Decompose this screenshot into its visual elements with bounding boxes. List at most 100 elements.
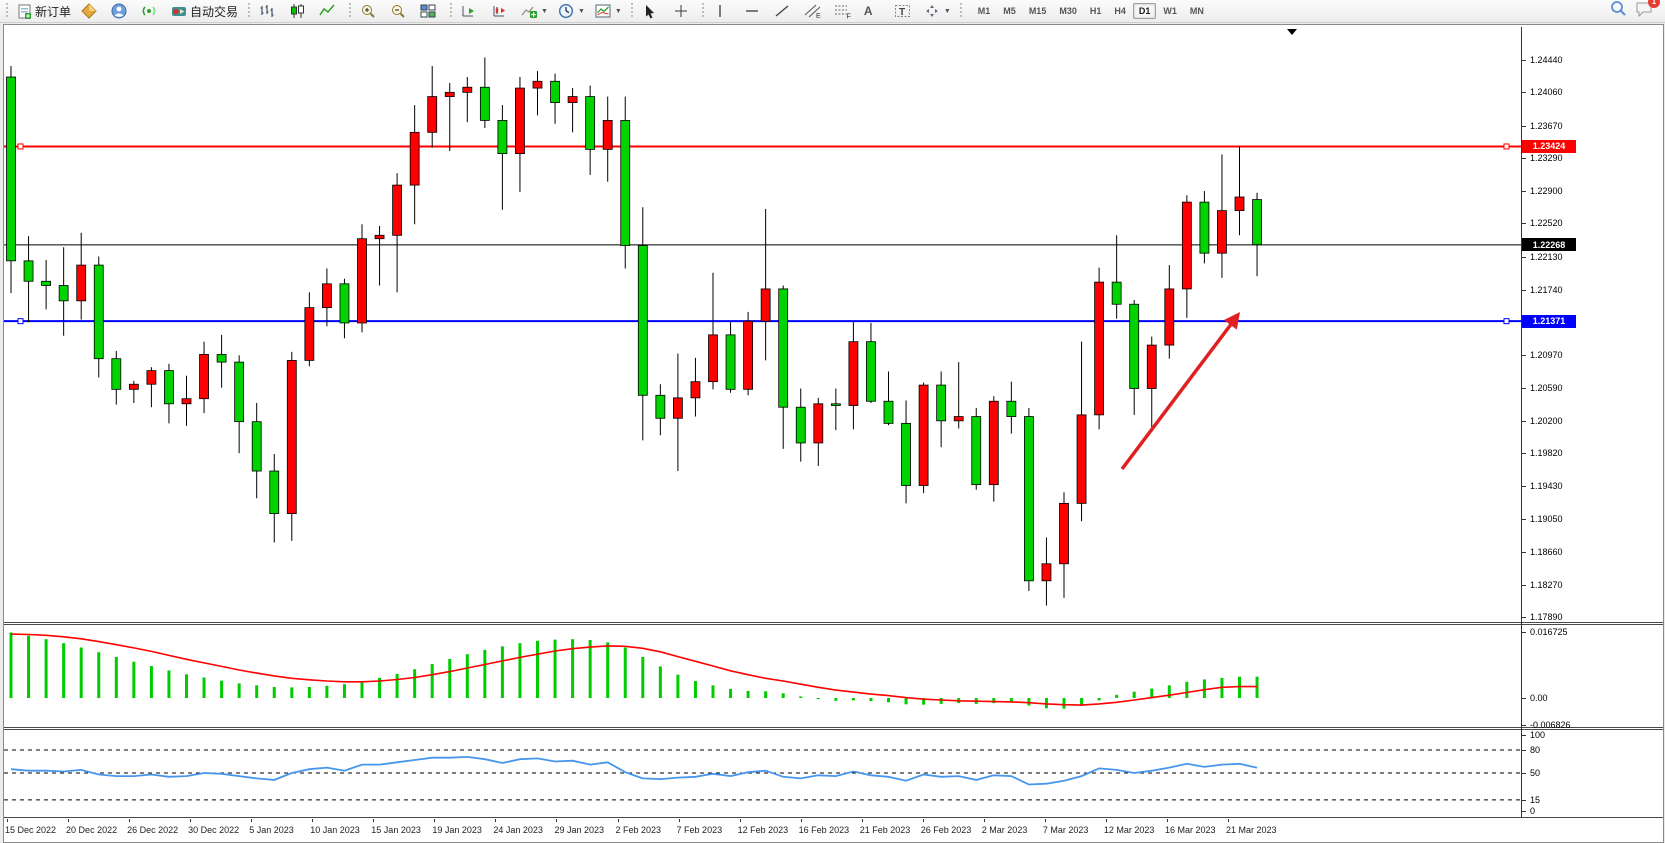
date-label[interactable]: 21 Feb 2023 xyxy=(859,825,911,835)
text-tool[interactable]: A xyxy=(863,4,873,18)
timeframe-m30[interactable]: M30 xyxy=(1059,6,1077,16)
cursor-button[interactable] xyxy=(639,0,667,22)
date-label[interactable]: 26 Dec 2022 xyxy=(127,825,179,835)
date-label[interactable]: 15 Jan 2023 xyxy=(371,825,421,835)
timeframe-d1[interactable]: D1 xyxy=(1132,3,1157,19)
date-label[interactable]: 12 Feb 2023 xyxy=(737,825,789,835)
templates-button[interactable]: ▼ xyxy=(591,0,626,22)
date-label[interactable]: 26 Feb 2023 xyxy=(920,825,972,835)
pane-separator[interactable] xyxy=(4,622,1663,623)
date-label[interactable]: 7 Feb 2023 xyxy=(676,825,723,835)
price-tick xyxy=(1521,157,1526,159)
price-chart-canvas[interactable] xyxy=(4,27,1521,622)
chart-window[interactable]: ▼ GBPUSD-,Daily 1.22801 1.22878 1.21898 … xyxy=(3,24,1664,843)
text-label-tool[interactable]: T xyxy=(890,0,918,22)
date-tick xyxy=(190,819,192,822)
rsi-canvas[interactable] xyxy=(4,731,1521,817)
crosshair-button[interactable] xyxy=(669,0,697,22)
date-label[interactable]: 2 Feb 2023 xyxy=(615,825,662,835)
fibonacci-tool[interactable]: F xyxy=(830,0,858,22)
bar-chart-button[interactable] xyxy=(255,0,283,22)
toolbar-grip[interactable] xyxy=(958,3,964,19)
autotrading-button[interactable]: 自动交易 xyxy=(167,0,242,22)
candle xyxy=(1111,281,1122,305)
chart-shift-button[interactable] xyxy=(487,0,515,22)
price-axis[interactable]: 1.24440 1.24060 1.23670 1.23290 1.22900 1.225… xyxy=(1521,25,1663,842)
toolbar-grip[interactable] xyxy=(448,3,454,19)
candle xyxy=(918,384,929,486)
signals-button[interactable] xyxy=(137,0,165,22)
toolbar-grip[interactable] xyxy=(700,3,706,19)
svg-text:T: T xyxy=(899,7,905,18)
line-chart-button[interactable] xyxy=(315,0,343,22)
timeframe-mn[interactable]: MN xyxy=(1189,6,1204,16)
candle xyxy=(971,416,982,486)
date-label[interactable]: 10 Jan 2023 xyxy=(310,825,360,835)
rsi-tick xyxy=(1521,811,1526,813)
market-button[interactable] xyxy=(77,0,105,22)
candle xyxy=(602,120,613,150)
trendline-tool[interactable] xyxy=(770,0,798,22)
candle xyxy=(550,80,560,103)
timeframe-w1[interactable]: W1 xyxy=(1163,6,1177,16)
zoom-out-button[interactable] xyxy=(386,0,414,22)
candle xyxy=(743,320,753,390)
trend-arrow[interactable] xyxy=(1120,321,1234,471)
macd-canvas[interactable] xyxy=(4,625,1521,727)
rsi-line xyxy=(10,755,1258,786)
pane-separator[interactable] xyxy=(4,729,1663,730)
timeframe-h4[interactable]: H4 xyxy=(1114,6,1126,16)
toolbar-grip[interactable] xyxy=(629,3,635,19)
notifications-button[interactable]: 1 xyxy=(1635,0,1660,22)
date-label[interactable]: 2 Mar 2023 xyxy=(981,825,1028,835)
templates-icon xyxy=(595,4,611,18)
periods-button[interactable]: ▼ xyxy=(554,0,589,22)
candle xyxy=(479,86,490,121)
date-label[interactable]: 12 Mar 2023 xyxy=(1103,825,1155,835)
price-tick xyxy=(1521,387,1526,389)
auto-scroll-button[interactable] xyxy=(457,0,485,22)
arrows-tool[interactable]: ▼ xyxy=(920,0,955,22)
date-label[interactable]: 16 Mar 2023 xyxy=(1164,825,1216,835)
time-axis[interactable]: 15 Dec 2022 20 Dec 2022 26 Dec 2022 30 Dec … xyxy=(4,819,1521,841)
indicators-button[interactable]: ▼ xyxy=(517,0,552,22)
date-label[interactable]: 19 Jan 2023 xyxy=(432,825,482,835)
date-label[interactable]: 21 Mar 2023 xyxy=(1226,825,1277,835)
date-label[interactable]: 15 Dec 2022 xyxy=(5,825,57,835)
date-label[interactable]: 7 Mar 2023 xyxy=(1042,825,1089,835)
community-button[interactable] xyxy=(107,0,135,22)
candle xyxy=(164,370,174,405)
candle xyxy=(988,400,999,486)
timeframe-h1[interactable]: H1 xyxy=(1089,6,1102,16)
tile-windows-button[interactable] xyxy=(416,0,444,22)
pane-separator[interactable] xyxy=(4,624,1663,625)
candle xyxy=(883,400,894,424)
vertical-line-tool[interactable] xyxy=(710,0,738,22)
equidistant-channel-tool[interactable]: E xyxy=(800,0,828,22)
new-order-button[interactable]: 新订单 xyxy=(13,0,75,22)
date-label[interactable]: 24 Jan 2023 xyxy=(493,825,543,835)
timeframe-m5[interactable]: M5 xyxy=(1003,6,1016,16)
timeframe-m15[interactable]: M15 xyxy=(1028,6,1047,16)
date-label[interactable]: 29 Jan 2023 xyxy=(554,825,604,835)
pane-separator[interactable] xyxy=(4,727,1663,728)
date-tick xyxy=(922,819,924,822)
date-label[interactable]: 16 Feb 2023 xyxy=(798,825,850,835)
date-label[interactable]: 30 Dec 2022 xyxy=(188,825,240,835)
toolbar-grip[interactable] xyxy=(246,3,252,19)
search-button[interactable] xyxy=(1610,0,1627,22)
candlestick-chart-button[interactable] xyxy=(285,0,313,22)
zoom-in-button[interactable] xyxy=(356,0,384,22)
toolbar-grip[interactable] xyxy=(4,3,9,19)
candle xyxy=(725,334,736,390)
timeframe-m1[interactable]: M1 xyxy=(977,6,991,16)
timeframe-toolbar: M1 M5 M15 M30 H1 H4 D1 W1 MN xyxy=(972,3,1210,19)
toolbar-grip[interactable] xyxy=(347,3,353,19)
autotrading-label: 自动交易 xyxy=(190,4,239,19)
new-order-icon xyxy=(18,4,31,19)
candle xyxy=(585,96,596,150)
horizontal-line-tool[interactable] xyxy=(740,0,768,22)
candle xyxy=(813,403,824,444)
date-label[interactable]: 5 Jan 2023 xyxy=(249,825,294,835)
date-label[interactable]: 20 Dec 2022 xyxy=(66,825,118,835)
